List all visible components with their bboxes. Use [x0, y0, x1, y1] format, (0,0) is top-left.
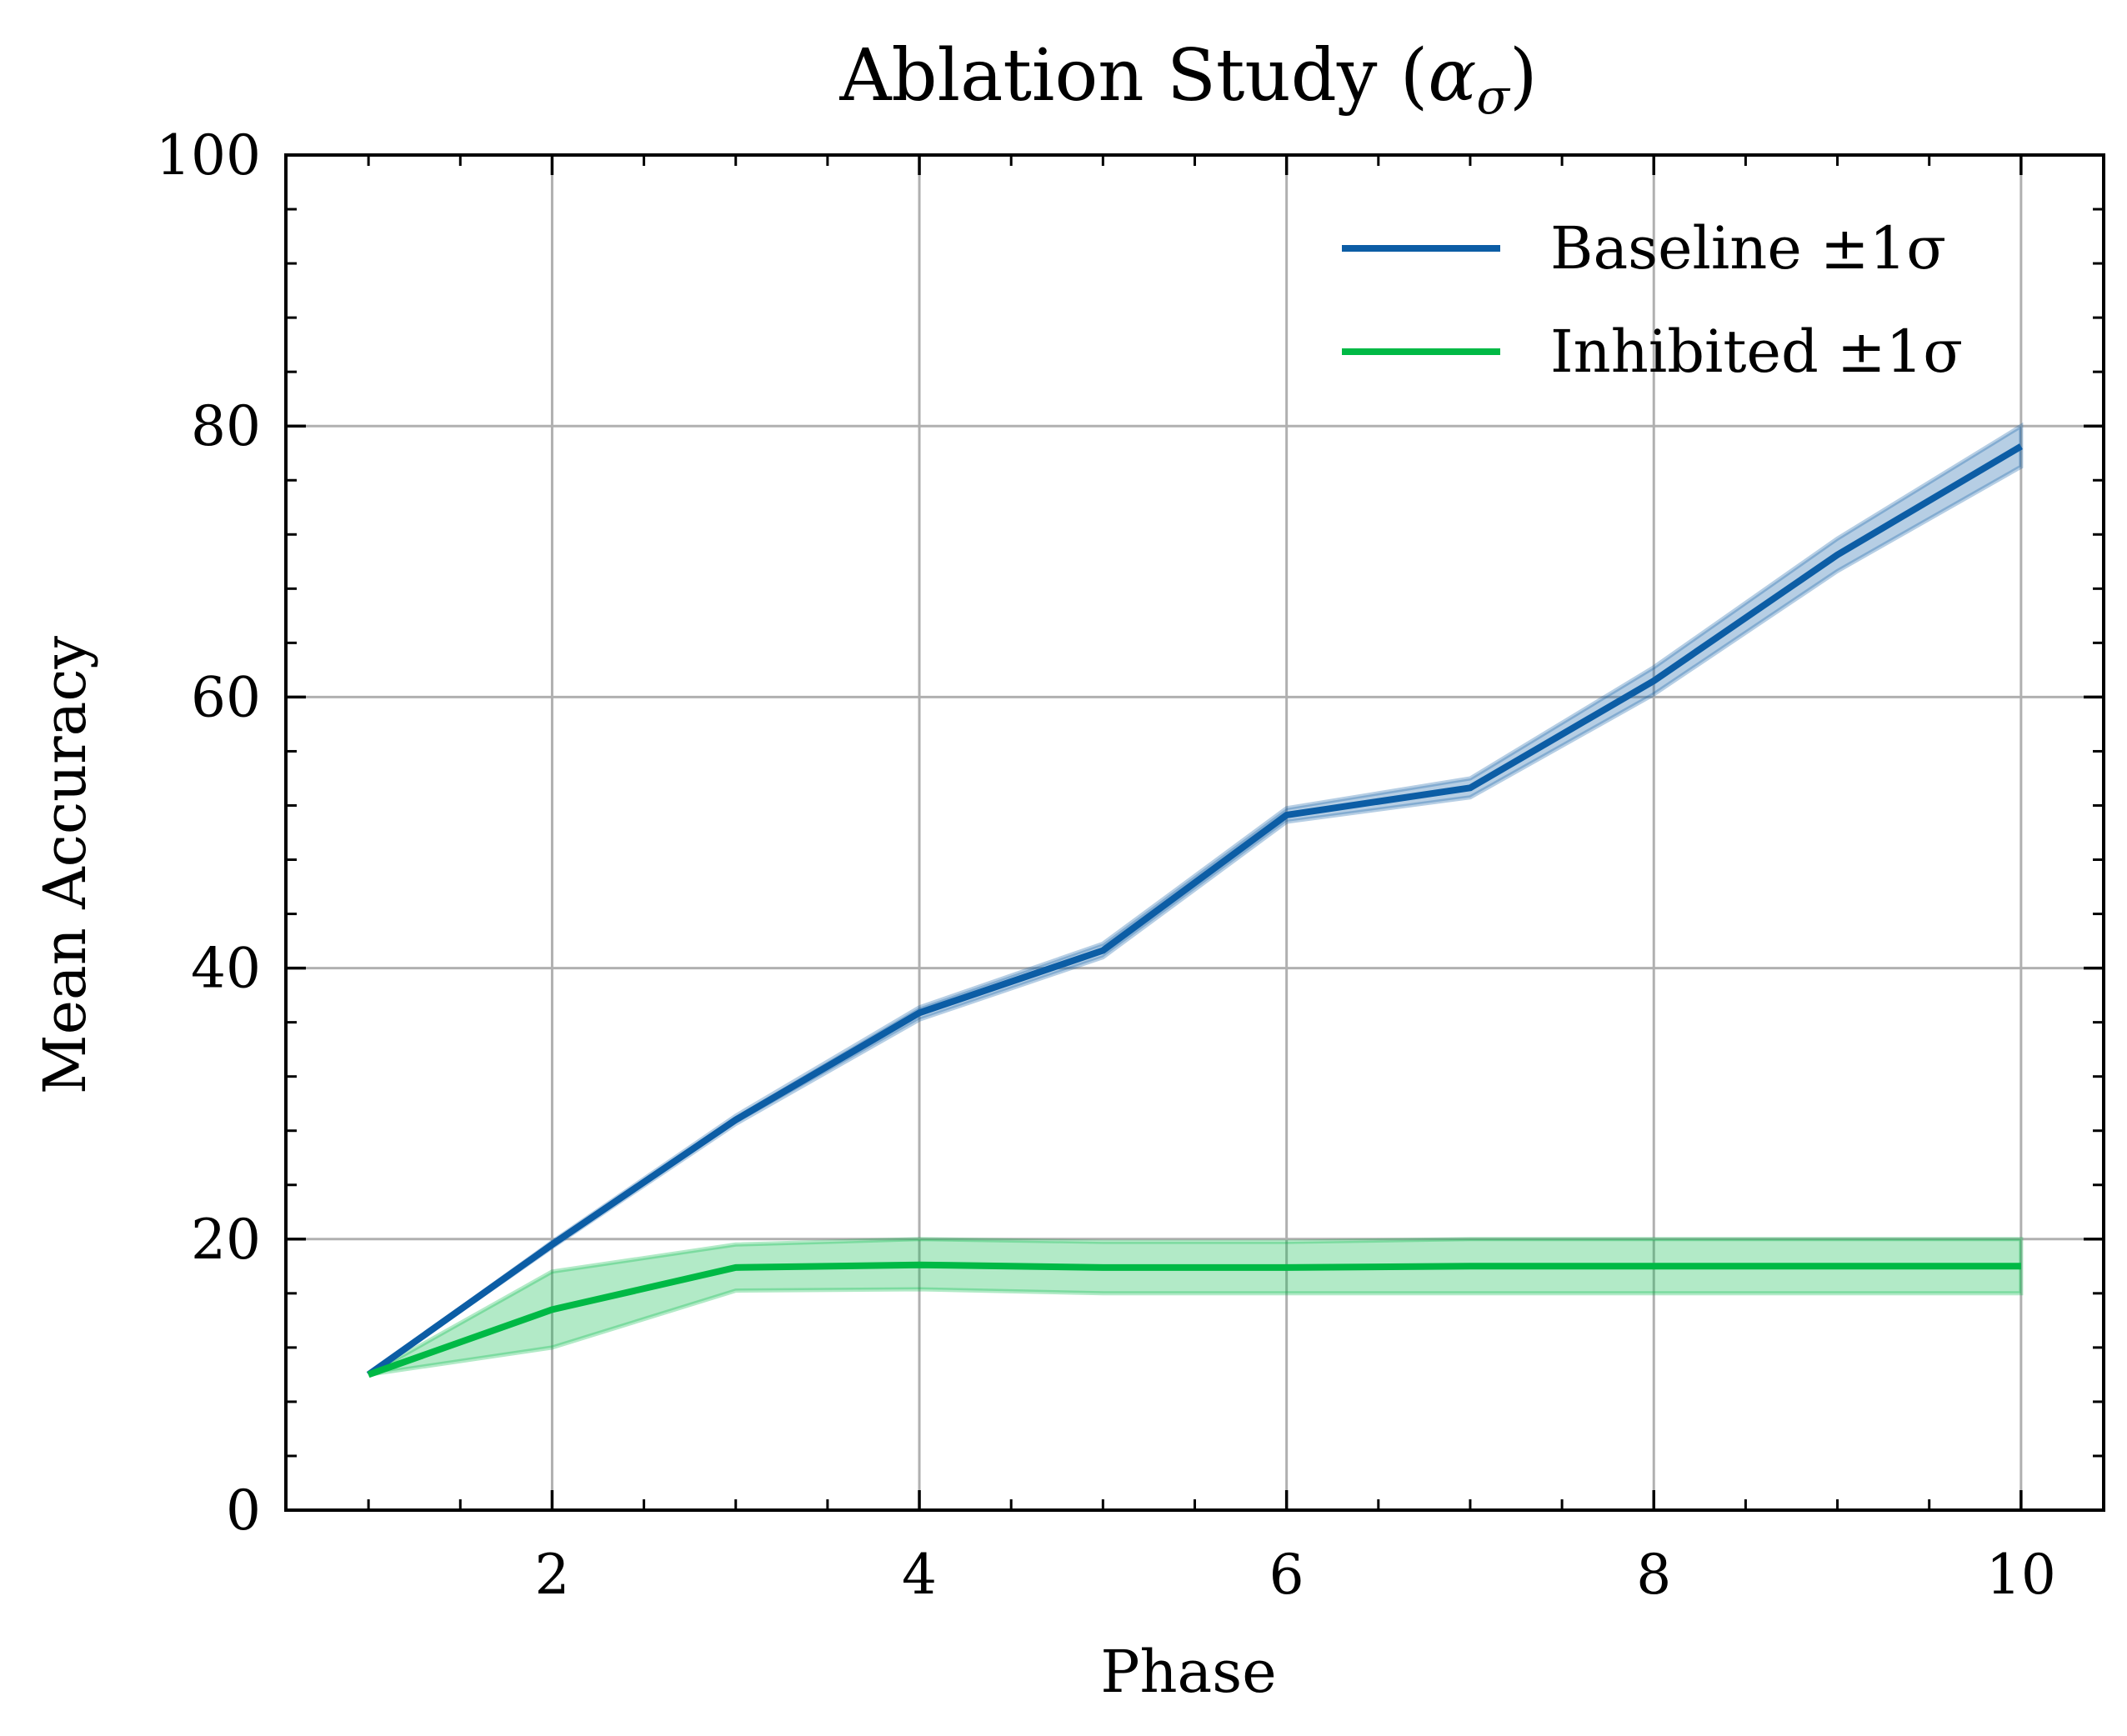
series-0-line — [366, 443, 2023, 1378]
chart-title: Ablation Study (ασ) — [838, 34, 1537, 125]
y-tick-label: 80 — [191, 394, 261, 458]
series-lines — [366, 443, 2023, 1378]
x-tick-label: 2 — [534, 1543, 569, 1607]
confidence-bands — [367, 422, 2024, 1377]
x-tick-label: 4 — [902, 1543, 937, 1607]
x-tick-label: 6 — [1269, 1543, 1304, 1607]
series-1-band — [367, 1237, 2024, 1377]
x-tick-label: 10 — [1986, 1543, 2056, 1607]
y-axis-label: Mean Accuracy — [31, 635, 99, 1094]
x-tick-label: 8 — [1636, 1543, 1671, 1607]
legend: Baseline ±1σ Inhibited ±1σ — [1342, 214, 1963, 386]
y-tick-label: 40 — [191, 937, 261, 1001]
plot-frame — [284, 153, 2105, 1512]
y-tick-label: 60 — [191, 665, 261, 729]
legend-label-1: Inhibited ±1σ — [1550, 318, 1963, 386]
y-tick-label: 20 — [191, 1208, 261, 1272]
y-tick-label: 0 — [226, 1478, 261, 1543]
x-axis-label: Phase — [1100, 1638, 1276, 1706]
y-tick-label: 100 — [156, 123, 261, 188]
series-1-line — [367, 1261, 2021, 1378]
series-0-band — [367, 422, 2024, 1377]
legend-label-0: Baseline ±1σ — [1550, 214, 1946, 283]
